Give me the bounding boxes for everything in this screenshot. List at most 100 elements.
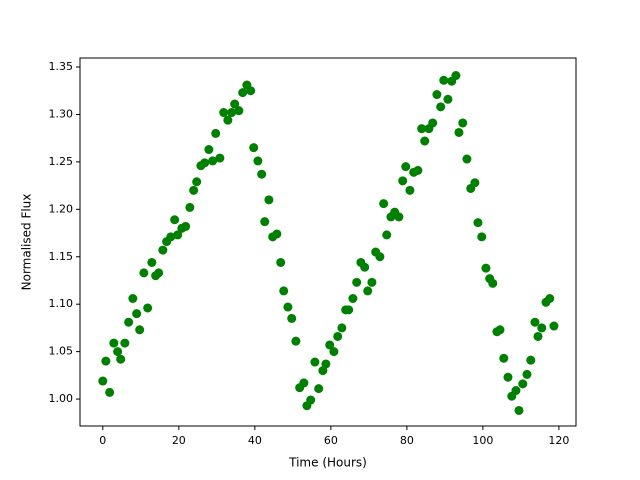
data-point bbox=[181, 221, 191, 231]
data-point bbox=[344, 305, 354, 315]
data-point bbox=[451, 71, 461, 81]
data-point bbox=[291, 336, 301, 346]
data-point bbox=[276, 257, 286, 267]
data-point bbox=[204, 145, 214, 155]
data-point bbox=[470, 178, 480, 188]
data-point bbox=[287, 313, 297, 323]
y-tick-label: 1.10 bbox=[49, 297, 74, 310]
x-tick-label: 80 bbox=[400, 434, 414, 447]
data-point bbox=[518, 379, 528, 389]
data-point bbox=[109, 338, 119, 348]
data-point bbox=[394, 212, 404, 222]
data-point bbox=[264, 195, 274, 205]
y-axis-label: Normalised Flux bbox=[20, 194, 34, 291]
data-point bbox=[147, 257, 157, 267]
data-point bbox=[420, 136, 430, 146]
data-point bbox=[514, 405, 524, 415]
data-point bbox=[124, 317, 134, 327]
data-point bbox=[405, 185, 415, 195]
y-tick-label: 1.15 bbox=[49, 250, 74, 263]
data-point bbox=[462, 154, 472, 164]
data-point bbox=[227, 108, 237, 118]
data-point bbox=[495, 325, 505, 335]
data-point bbox=[428, 118, 438, 128]
data-point bbox=[503, 372, 513, 382]
data-point bbox=[398, 176, 408, 186]
data-point bbox=[158, 245, 168, 255]
data-point bbox=[363, 286, 373, 296]
data-point bbox=[314, 384, 324, 394]
data-point bbox=[436, 102, 446, 112]
data-point bbox=[120, 338, 130, 348]
data-point bbox=[223, 115, 233, 125]
data-point bbox=[105, 387, 115, 397]
data-point bbox=[238, 88, 248, 98]
y-tick-label: 1.00 bbox=[49, 392, 74, 405]
data-point bbox=[530, 317, 540, 327]
data-point bbox=[143, 303, 153, 313]
data-point bbox=[139, 268, 149, 278]
x-tick-label: 0 bbox=[99, 434, 106, 447]
y-tick-label: 1.35 bbox=[49, 60, 74, 73]
data-point bbox=[246, 86, 256, 96]
data-point bbox=[113, 347, 123, 357]
x-tick-label: 20 bbox=[172, 434, 186, 447]
y-tick-label: 1.20 bbox=[49, 202, 74, 215]
data-point bbox=[360, 262, 370, 272]
data-point bbox=[439, 75, 449, 85]
data-point bbox=[189, 185, 199, 195]
data-point bbox=[310, 357, 320, 367]
plot-area bbox=[98, 71, 559, 415]
data-point bbox=[215, 153, 225, 163]
data-point bbox=[499, 353, 509, 363]
data-point bbox=[549, 321, 559, 331]
y-tick-label: 1.25 bbox=[49, 155, 74, 168]
data-point bbox=[306, 395, 316, 405]
data-point bbox=[458, 118, 468, 128]
data-point bbox=[401, 162, 411, 172]
data-point bbox=[234, 106, 244, 116]
data-point bbox=[185, 202, 195, 212]
data-point bbox=[348, 293, 358, 303]
data-point bbox=[192, 177, 202, 187]
data-point bbox=[98, 376, 108, 386]
data-point bbox=[488, 278, 498, 288]
data-point bbox=[283, 302, 293, 312]
x-tick-label: 60 bbox=[324, 434, 338, 447]
data-point bbox=[533, 331, 543, 341]
data-point bbox=[413, 165, 423, 175]
data-point bbox=[208, 156, 218, 166]
data-point bbox=[135, 325, 145, 335]
data-point bbox=[299, 378, 309, 388]
data-point bbox=[272, 229, 282, 239]
data-point bbox=[166, 232, 176, 242]
data-point bbox=[253, 156, 263, 166]
data-point bbox=[477, 232, 487, 242]
data-point bbox=[537, 323, 547, 333]
data-point bbox=[443, 94, 453, 104]
data-point bbox=[219, 108, 229, 118]
data-point bbox=[511, 386, 521, 396]
x-tick-label: 100 bbox=[472, 434, 493, 447]
data-point bbox=[154, 268, 164, 278]
data-point bbox=[352, 277, 362, 287]
data-point bbox=[473, 218, 483, 228]
data-point bbox=[173, 230, 183, 240]
data-point bbox=[128, 293, 138, 303]
data-point bbox=[417, 124, 427, 134]
x-tick-label: 120 bbox=[548, 434, 569, 447]
data-point bbox=[432, 90, 442, 100]
data-point bbox=[260, 217, 270, 227]
data-point bbox=[367, 277, 377, 287]
data-point bbox=[279, 286, 289, 296]
data-point bbox=[375, 252, 385, 262]
data-point bbox=[454, 127, 464, 137]
data-point bbox=[526, 355, 536, 365]
data-point bbox=[116, 354, 126, 364]
data-point bbox=[325, 340, 335, 350]
data-point bbox=[522, 369, 532, 379]
data-point bbox=[333, 331, 343, 341]
y-tick-label: 1.30 bbox=[49, 107, 74, 120]
data-point bbox=[101, 356, 111, 366]
